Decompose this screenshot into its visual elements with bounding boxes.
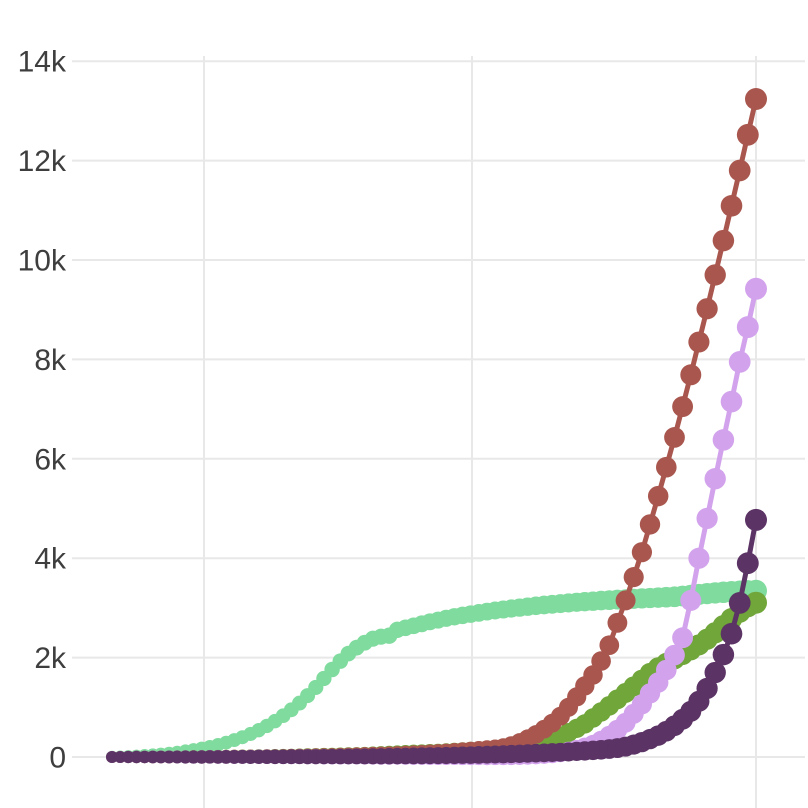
data-point-sienna-brown[interactable]: [728, 159, 751, 182]
data-point-dark-purple[interactable]: [696, 677, 718, 700]
y-tick-label: 14k: [18, 46, 67, 79]
data-point-dark-purple[interactable]: [720, 622, 743, 645]
data-point-dark-purple[interactable]: [736, 552, 759, 575]
data-point-light-plum[interactable]: [704, 468, 726, 490]
gridlines: [72, 56, 805, 808]
data-point-sienna-brown[interactable]: [607, 612, 628, 633]
y-tick-label: 10k: [18, 245, 67, 278]
data-point-light-plum[interactable]: [736, 316, 759, 339]
data-point-sienna-brown[interactable]: [696, 298, 718, 320]
data-point-olive-green[interactable]: [745, 591, 767, 614]
y-axis: 0 2k 4k 6k 8k 10k 12k 14k: [18, 46, 67, 775]
data-point-sienna-brown[interactable]: [672, 396, 694, 418]
data-point-light-plum[interactable]: [745, 277, 767, 300]
data-point-light-plum[interactable]: [680, 589, 702, 611]
y-tick-label: 2k: [34, 642, 67, 675]
series-light-plum: [106, 277, 767, 766]
data-point-sienna-brown[interactable]: [615, 590, 636, 611]
data-point-light-plum[interactable]: [688, 547, 710, 569]
data-point-sienna-brown[interactable]: [720, 194, 743, 217]
data-point-sienna-brown[interactable]: [664, 427, 685, 448]
data-point-sienna-brown[interactable]: [599, 635, 620, 656]
y-tick-label: 8k: [34, 344, 67, 377]
data-point-sienna-brown[interactable]: [647, 485, 669, 507]
data-point-sienna-brown[interactable]: [736, 123, 759, 146]
data-point-light-plum[interactable]: [664, 644, 685, 666]
data-point-sienna-brown[interactable]: [591, 651, 611, 671]
data-point-sienna-brown[interactable]: [623, 567, 644, 588]
y-tick-label: 4k: [34, 543, 67, 576]
series-dark-purple: [106, 508, 767, 765]
data-point-dark-purple[interactable]: [704, 661, 726, 684]
data-point-sienna-brown[interactable]: [639, 514, 661, 535]
data-point-sienna-brown[interactable]: [680, 364, 702, 386]
data-point-sienna-brown[interactable]: [631, 542, 653, 563]
data-point-light-plum[interactable]: [696, 507, 718, 530]
data-point-sienna-brown[interactable]: [712, 229, 735, 252]
series-dark-purple-line: [109, 517, 759, 760]
data-point-dark-purple[interactable]: [712, 643, 735, 666]
data-point-light-plum[interactable]: [720, 390, 743, 413]
data-point-sienna-brown[interactable]: [745, 88, 767, 110]
y-tick-label: 6k: [34, 443, 67, 476]
data-point-dark-purple[interactable]: [728, 592, 751, 614]
data-point-light-plum[interactable]: [728, 351, 751, 373]
data-point-light-plum[interactable]: [672, 627, 694, 649]
data-point-dark-purple[interactable]: [745, 508, 767, 531]
data-point-sienna-brown[interactable]: [688, 331, 710, 353]
y-tick-label: 12k: [18, 145, 67, 178]
data-point-sienna-brown[interactable]: [704, 264, 726, 286]
data-point-light-plum[interactable]: [712, 429, 735, 451]
data-point-sienna-brown[interactable]: [656, 456, 677, 478]
y-tick-label: 0: [49, 742, 66, 775]
